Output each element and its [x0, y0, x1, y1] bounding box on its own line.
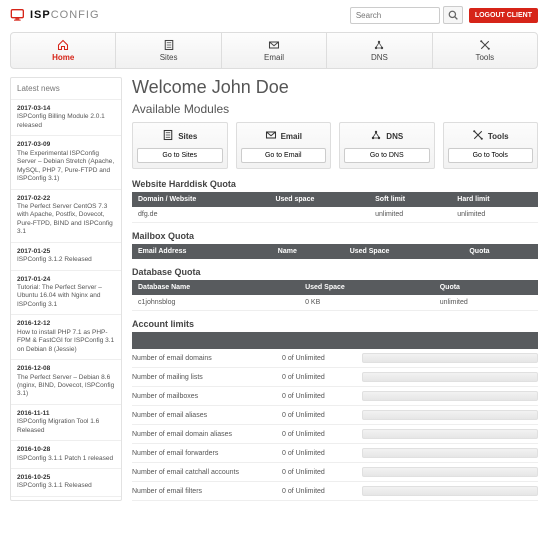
- limit-row: Number of email domains0 of Unlimited: [132, 349, 538, 368]
- progress-bar: [362, 429, 538, 439]
- db-quota-table: Database NameUsed SpaceQuotac1johnsblog0…: [132, 280, 538, 311]
- tools-icon: [479, 39, 491, 51]
- nav-tab-home[interactable]: Home: [11, 33, 116, 68]
- limit-row: Number of mailing lists0 of Unlimited: [132, 368, 538, 387]
- mb-quota-title: Mailbox Quota: [132, 231, 538, 241]
- goto-tools-button[interactable]: Go to Tools: [448, 148, 534, 163]
- limit-row: Number of email aliases0 of Unlimited: [132, 406, 538, 425]
- goto-email-button[interactable]: Go to Email: [241, 148, 327, 163]
- hd-quota-table: Domain / WebsiteUsed spaceSoft limitHard…: [132, 192, 538, 223]
- tools-icon: [472, 129, 484, 143]
- news-item[interactable]: 2017-01-25ISPConfig 3.1.2 Released: [11, 243, 121, 271]
- news-item[interactable]: 2017-01-24Tutorial: The Perfect Server –…: [11, 271, 121, 316]
- news-item[interactable]: 2017-03-09The Experimental ISPConfig Ser…: [11, 136, 121, 189]
- progress-bar: [362, 391, 538, 401]
- progress-bar: [362, 353, 538, 363]
- sites-icon: [163, 39, 175, 51]
- progress-bar: [362, 448, 538, 458]
- news-item[interactable]: 2016-10-25ISPConfig 3.1.1 Released: [11, 469, 121, 497]
- logout-button[interactable]: LOGOUT CLIENT: [469, 8, 538, 23]
- main-nav: HomeSitesEmailDNSTools: [10, 32, 538, 69]
- search-input[interactable]: [350, 7, 440, 24]
- email-icon: [265, 129, 277, 143]
- limit-row: Number of mailboxes0 of Unlimited: [132, 387, 538, 406]
- search-button[interactable]: [443, 6, 463, 24]
- email-icon: [268, 39, 280, 51]
- limit-row: Number of email forwarders0 of Unlimited: [132, 444, 538, 463]
- mb-quota-table: Email AddressNameUsed SpaceQuota: [132, 244, 538, 259]
- news-sidebar: Latest news 2017-03-14ISPConfig Billing …: [10, 77, 122, 501]
- limit-row: Number of email catchall accounts0 of Un…: [132, 463, 538, 482]
- progress-bar: [362, 486, 538, 496]
- progress-bar: [362, 372, 538, 382]
- nav-tab-sites[interactable]: Sites: [116, 33, 221, 68]
- hd-quota-title: Website Harddisk Quota: [132, 179, 538, 189]
- module-card-email: EmailGo to Email: [236, 122, 332, 169]
- limits-title: Account limits: [132, 319, 538, 329]
- limit-row: Number of email filters0 of Unlimited: [132, 482, 538, 501]
- module-card-sites: SitesGo to Sites: [132, 122, 228, 169]
- news-item[interactable]: 2016-12-08The Perfect Server – Debian 8.…: [11, 360, 121, 405]
- progress-bar: [362, 467, 538, 477]
- nav-tab-tools[interactable]: Tools: [433, 33, 537, 68]
- goto-dns-button[interactable]: Go to DNS: [344, 148, 430, 163]
- dns-icon: [373, 39, 385, 51]
- progress-bar: [362, 410, 538, 420]
- module-card-tools: ToolsGo to Tools: [443, 122, 539, 169]
- nav-tab-email[interactable]: Email: [222, 33, 327, 68]
- goto-sites-button[interactable]: Go to Sites: [137, 148, 223, 163]
- news-item[interactable]: 2016-10-28ISPConfig 3.1.1 Patch 1 releas…: [11, 441, 121, 469]
- module-card-dns: DNSGo to DNS: [339, 122, 435, 169]
- sites-icon: [162, 129, 174, 143]
- news-item[interactable]: 2017-02-22The Perfect Server CentOS 7.3 …: [11, 190, 121, 243]
- limit-row: Number of email domain aliases0 of Unlim…: [132, 425, 538, 444]
- logo: ISPCONFIG: [10, 8, 100, 22]
- news-item[interactable]: 2016-11-11ISPConfig Migration Tool 1.6 R…: [11, 405, 121, 441]
- news-title: Latest news: [11, 78, 121, 100]
- dns-icon: [370, 129, 382, 143]
- db-quota-title: Database Quota: [132, 267, 538, 277]
- news-item[interactable]: 2016-12-12How to install PHP 7.1 as PHP-…: [11, 315, 121, 360]
- table-row: dfg.deunlimitedunlimited: [132, 207, 538, 223]
- nav-tab-dns[interactable]: DNS: [327, 33, 432, 68]
- news-item[interactable]: 2017-03-14ISPConfig Billing Module 2.0.1…: [11, 100, 121, 136]
- table-row: c1johnsblog0 KBunlimited: [132, 295, 538, 311]
- home-icon: [57, 39, 69, 51]
- page-title: Welcome John Doe: [132, 77, 538, 98]
- modules-title: Available Modules: [132, 102, 538, 116]
